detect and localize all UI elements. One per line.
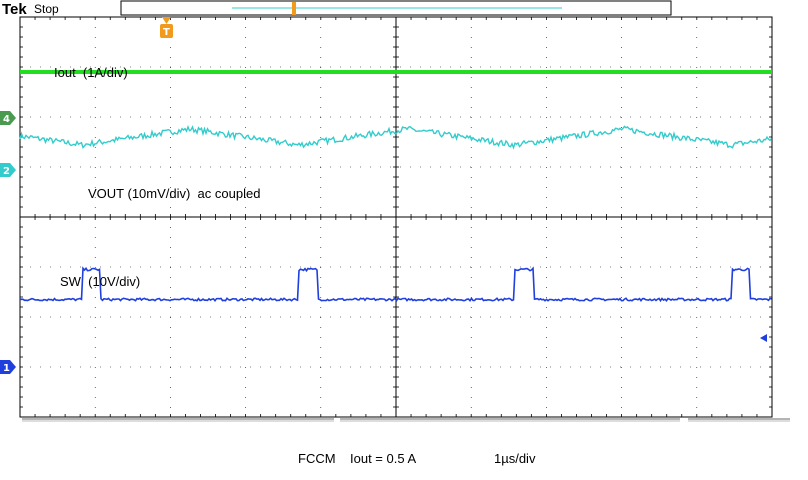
tek-logo: Tek — [2, 1, 27, 18]
ch1-marker-icon: 1 — [0, 360, 16, 374]
ch2-marker-label: 2 — [3, 166, 10, 177]
trigger-level-arrow-icon — [760, 334, 767, 342]
ch2-marker-icon: 2 — [0, 163, 16, 177]
ch2-label: VOUT (10mV/div) ac coupled — [88, 186, 260, 201]
ch1-sw-trace — [19, 266, 772, 303]
acquisition-status: Stop — [34, 2, 59, 16]
caption-mode: FCCM — [298, 451, 336, 466]
ch1-marker-label: 1 — [3, 363, 10, 374]
ch4-marker-label: 4 — [3, 114, 10, 125]
caption-iout: Iout = 0.5 A — [350, 451, 416, 466]
ch4-label: Iout (1A/div) — [54, 65, 128, 80]
trigger-marker-icon: T — [160, 17, 173, 38]
graticule — [19, 16, 773, 418]
ch1-label: SW (10V/div) — [60, 274, 140, 289]
bottom-readout-bars — [22, 418, 790, 422]
ch2-vout-trace — [19, 125, 773, 150]
trigger-marker-label: T — [163, 27, 170, 38]
trigger-position-marker — [292, 2, 296, 15]
caption-timebase: 1µs/div — [494, 451, 536, 466]
ch4-marker-icon: 4 — [0, 111, 16, 125]
